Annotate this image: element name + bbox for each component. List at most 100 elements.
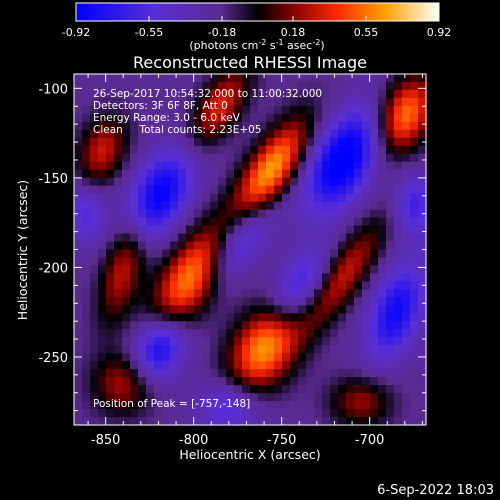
- heatmap-cell: [362, 105, 371, 115]
- heatmap-cell: [362, 273, 371, 283]
- heatmap-cell: [322, 81, 331, 91]
- heatmap-cell: [290, 74, 299, 83]
- heatmap-cell: [338, 401, 347, 410]
- heatmap-cell: [346, 273, 355, 283]
- heatmap-cell: [218, 305, 227, 314]
- heatmap-cell: [138, 337, 147, 346]
- heatmap-cell: [194, 329, 203, 338]
- heatmap-cell: [402, 297, 411, 306]
- heatmap-cell: [258, 145, 267, 155]
- heatmap-cell: [314, 89, 323, 99]
- heatmap-cell: [122, 113, 131, 123]
- heatmap-cell: [250, 353, 259, 362]
- colorbar-tick-label: 0.92: [427, 26, 452, 39]
- heatmap-cell: [330, 241, 339, 251]
- heatmap-cell: [130, 297, 139, 306]
- heatmap-cell: [378, 361, 387, 370]
- heatmap-cell: [330, 361, 339, 370]
- heatmap-cell: [178, 393, 187, 402]
- heatmap-cell: [98, 153, 107, 163]
- heatmap-cell: [162, 313, 171, 322]
- heatmap-cell: [346, 97, 355, 107]
- heatmap-cell: [362, 161, 371, 171]
- heatmap-cell: [274, 113, 283, 123]
- heatmap-cell: [226, 137, 235, 147]
- heatmap-cell: [98, 417, 107, 426]
- heatmap-cell: [186, 97, 195, 107]
- heatmap-cell: [290, 81, 299, 91]
- heatmap-cell: [402, 377, 411, 386]
- heatmap-cell: [234, 345, 243, 354]
- y-tick-label: -200: [38, 261, 68, 276]
- heatmap-cell: [218, 417, 227, 426]
- heatmap-cell: [130, 305, 139, 314]
- heatmap-cell: [114, 305, 123, 314]
- x-tick-label: -750: [267, 433, 297, 448]
- heatmap-cell: [314, 161, 323, 171]
- heatmap-cell: [274, 74, 283, 83]
- heatmap-cell: [282, 217, 291, 227]
- heatmap-cell: [274, 329, 283, 338]
- heatmap-cell: [306, 137, 315, 147]
- heatmap-cell: [298, 74, 307, 83]
- heatmap-cell: [290, 201, 299, 211]
- heatmap-cell: [122, 393, 131, 402]
- heatmap-cell: [314, 353, 323, 362]
- heatmap-cell: [258, 209, 267, 219]
- heatmap-cell: [306, 209, 315, 219]
- heatmap-cell: [194, 121, 203, 131]
- heatmap-cell: [138, 217, 147, 227]
- heatmap-cell: [314, 385, 323, 394]
- heatmap-cell: [394, 161, 403, 171]
- heatmap-cell: [106, 345, 115, 354]
- heatmap-cell: [90, 81, 99, 91]
- heatmap-cell: [234, 361, 243, 370]
- y-tick-label: -150: [38, 172, 68, 187]
- heatmap-cell: [114, 177, 123, 187]
- heatmap-cell: [282, 153, 291, 163]
- heatmap-cell: [82, 321, 91, 330]
- heatmap-cell: [258, 193, 267, 203]
- heatmap-cell: [282, 417, 291, 426]
- heatmap-cell: [170, 74, 179, 83]
- peak-position-label: Position of Peak = [-757,-148]: [93, 398, 250, 410]
- heatmap-cell: [202, 161, 211, 171]
- heatmap-cell: [186, 329, 195, 338]
- heatmap-cell: [338, 353, 347, 362]
- heatmap-cell: [106, 329, 115, 338]
- heatmap-cell: [202, 345, 211, 354]
- heatmap-cell: [290, 265, 299, 275]
- heatmap-cell: [354, 241, 363, 251]
- heatmap-cell: [266, 217, 275, 227]
- heatmap-cell: [114, 74, 123, 83]
- heatmap-cell: [146, 329, 155, 338]
- heatmap-cell: [266, 153, 275, 163]
- heatmap-cell: [290, 361, 299, 370]
- heatmap-cell: [354, 145, 363, 155]
- heatmap-cell: [226, 113, 235, 123]
- heatmap-cell: [354, 161, 363, 171]
- heatmap-cell: [410, 281, 419, 290]
- heatmap-cell: [290, 313, 299, 322]
- heatmap-cell: [154, 337, 163, 346]
- heatmap-cell: [186, 137, 195, 147]
- heatmap-cell: [378, 321, 387, 330]
- heatmap-cell: [186, 305, 195, 314]
- heatmap-cell: [346, 185, 355, 195]
- heatmap-cell: [122, 241, 131, 251]
- heatmap-cell: [346, 153, 355, 163]
- heatmap-cell: [306, 89, 315, 99]
- heatmap-cell: [138, 321, 147, 330]
- heatmap-cell: [266, 121, 275, 131]
- heatmap-cell: [274, 393, 283, 402]
- heatmap-cell: [170, 209, 179, 219]
- heatmap-cell: [178, 297, 187, 306]
- heatmap-cell: [162, 409, 171, 418]
- heatmap-cell: [418, 161, 427, 171]
- heatmap-cell: [258, 273, 267, 283]
- heatmap-cell: [282, 193, 291, 203]
- heatmap-cell: [298, 281, 307, 290]
- heatmap-cell: [266, 297, 275, 306]
- heatmap-cell: [90, 241, 99, 251]
- heatmap-cell: [290, 321, 299, 330]
